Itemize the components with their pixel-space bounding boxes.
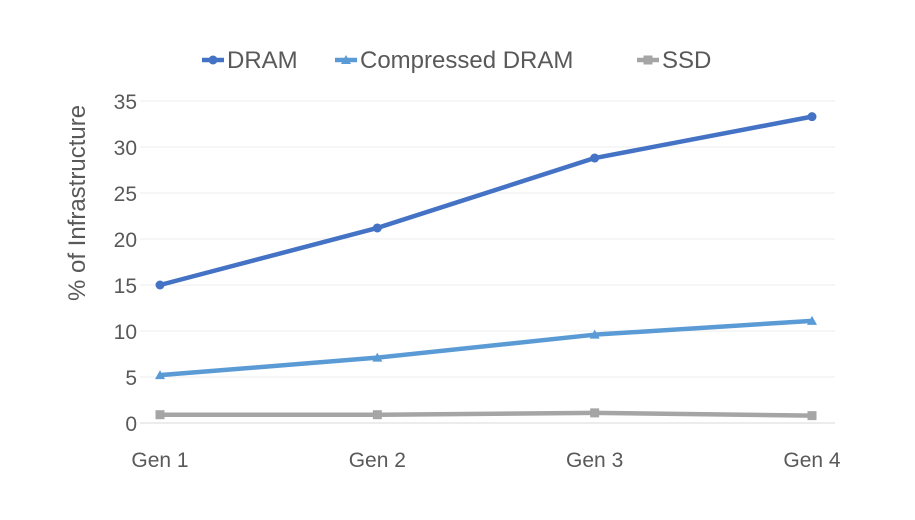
x-tick-label: Gen 3 <box>566 449 623 472</box>
data-point <box>155 410 165 420</box>
y-axis-label: % of Infrastructure <box>64 105 91 301</box>
legend: DRAM Compressed DRAM SSD <box>202 47 711 74</box>
y-tick-label: 10 <box>114 321 137 344</box>
y-tick-label: 5 <box>125 367 137 390</box>
series-compressed-dram <box>155 315 817 380</box>
data-point <box>589 329 600 339</box>
data-point <box>208 55 218 65</box>
data-point <box>155 370 165 380</box>
series-ssd <box>155 408 817 421</box>
data-point <box>807 112 817 122</box>
legend-label: DRAM <box>227 47 298 74</box>
data-point <box>341 55 351 64</box>
data-point <box>643 55 653 65</box>
data-point <box>372 223 382 233</box>
y-tick-label: 0 <box>125 413 137 436</box>
data-point <box>372 410 382 420</box>
x-tick-label: Gen 4 <box>783 449 841 472</box>
data-point <box>155 280 165 290</box>
data-point <box>807 315 817 325</box>
x-tick-label: Gen 1 <box>131 449 188 472</box>
data-point <box>590 408 600 418</box>
data-point <box>807 411 817 421</box>
data-point <box>590 153 600 163</box>
y-tick-label: 25 <box>114 183 137 206</box>
y-tick-label: 20 <box>114 229 137 252</box>
x-axis-ticks: Gen 1 Gen 2 Gen 3 Gen 4 <box>131 449 841 472</box>
legend-item: SSD <box>637 47 711 74</box>
series-line <box>157 318 815 378</box>
y-tick-label: 30 <box>114 137 137 160</box>
series-line <box>157 410 815 418</box>
series-dram <box>155 112 817 290</box>
y-tick-label: 15 <box>114 275 137 298</box>
x-tick-label: Gen 2 <box>349 449 406 472</box>
legend-item: Compressed DRAM <box>335 47 573 74</box>
series-lines <box>155 112 817 421</box>
legend-label: SSD <box>662 47 711 74</box>
y-tick-label: 35 <box>114 91 137 114</box>
series-line <box>157 114 815 288</box>
data-point <box>372 352 383 362</box>
legend-label: Compressed DRAM <box>360 47 573 74</box>
legend-item: DRAM <box>202 47 298 74</box>
y-axis-ticks: 0 5 10 15 20 25 30 35 <box>114 91 137 436</box>
